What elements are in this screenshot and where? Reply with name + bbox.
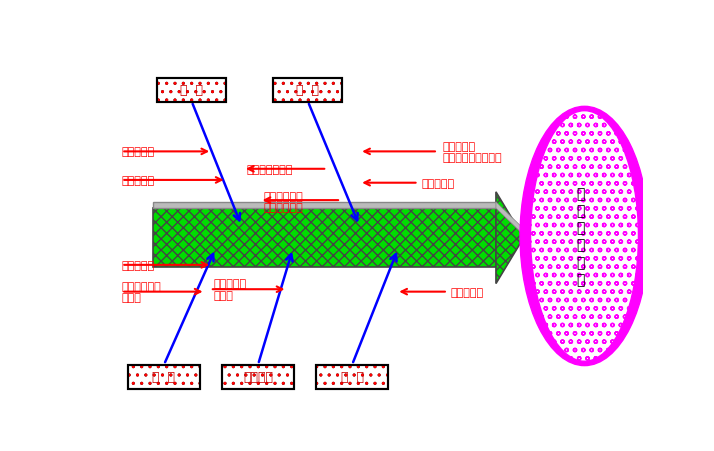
Text: 施工缝明显: 施工缝明显 (421, 178, 454, 189)
Text: 质量意识差，
分工不明确工: 质量意识差， 分工不明确工 (263, 191, 303, 213)
Text: 混凝土原材大
石块多: 混凝土原材大 石块多 (121, 281, 161, 303)
Polygon shape (496, 193, 523, 284)
Ellipse shape (520, 107, 649, 366)
Text: 细
部
处
理
不
当: 细 部 处 理 不 当 (576, 186, 584, 286)
Text: 材  料: 材 料 (153, 371, 176, 383)
FancyBboxPatch shape (316, 365, 388, 389)
FancyBboxPatch shape (222, 365, 294, 389)
Polygon shape (496, 202, 526, 238)
Text: 环  境: 环 境 (341, 371, 363, 383)
Text: 人  员: 人 员 (180, 84, 203, 97)
Text: 操作经验少: 操作经验少 (121, 147, 154, 157)
FancyBboxPatch shape (273, 79, 343, 102)
Polygon shape (153, 209, 496, 268)
Text: 止水带安放
不合适: 止水带安放 不合适 (213, 279, 247, 300)
Text: 操作不认真: 操作不认真 (121, 175, 154, 185)
Text: 工作责任心不强: 工作责任心不强 (247, 165, 293, 175)
FancyBboxPatch shape (157, 79, 226, 102)
Text: 工艺方法: 工艺方法 (243, 371, 273, 383)
Polygon shape (153, 202, 496, 209)
FancyBboxPatch shape (128, 365, 200, 389)
Ellipse shape (531, 111, 638, 361)
Text: 混凝土离析: 混凝土离析 (121, 260, 154, 270)
Text: 机  械: 机 械 (296, 84, 319, 97)
Text: 运输车太少
堵泵管、间隔时间长: 运输车太少 堵泵管、间隔时间长 (442, 141, 502, 163)
Text: 洞内温差大: 洞内温差大 (450, 287, 483, 297)
